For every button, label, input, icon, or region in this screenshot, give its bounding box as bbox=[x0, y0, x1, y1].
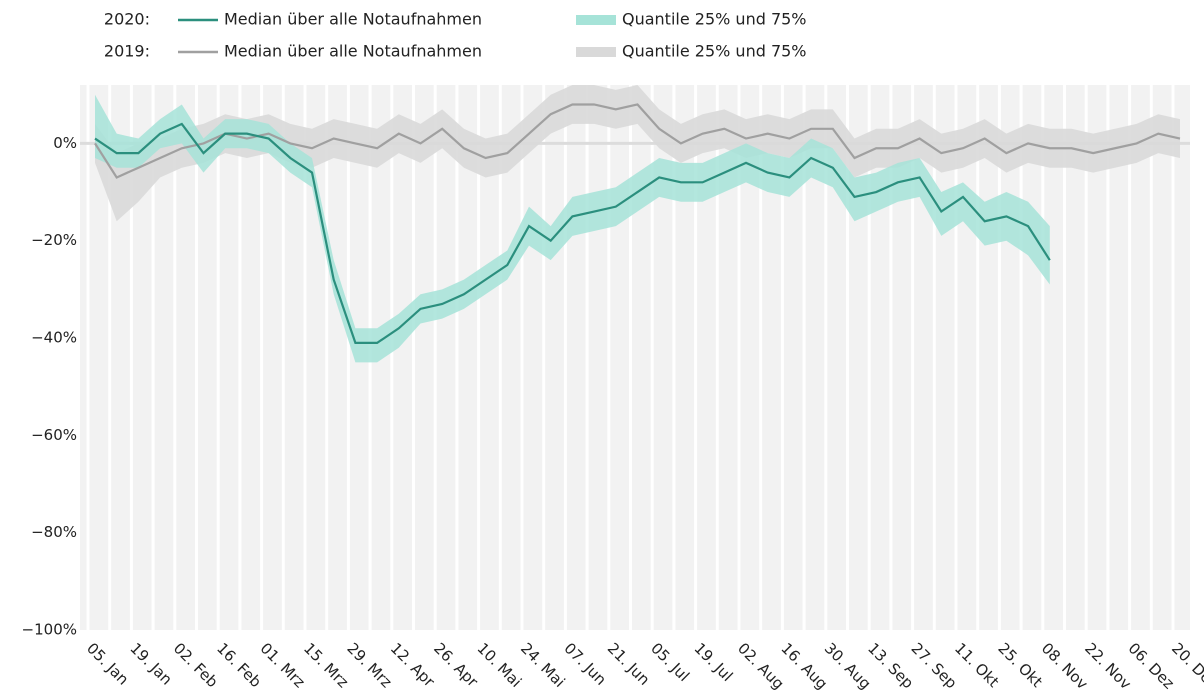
plot-background bbox=[80, 85, 1190, 630]
legend-label: Quantile 25% und 75% bbox=[622, 10, 807, 29]
x-tick-label: 25. Okt bbox=[994, 639, 1046, 691]
x-tick-label: 16. Feb bbox=[213, 639, 265, 691]
x-tick-label: 19. Jan bbox=[126, 639, 175, 688]
x-tick-label: 19. Jul bbox=[691, 639, 737, 685]
legend-group-label: 2019: bbox=[104, 42, 150, 61]
x-tick-label: 26. Apr bbox=[430, 639, 482, 691]
quantile-band bbox=[95, 94, 1050, 363]
x-tick-label: 05. Jan bbox=[83, 639, 132, 688]
x-tick-label: 27. Sep bbox=[908, 639, 961, 692]
legend-label: Median über alle Notaufnahmen bbox=[224, 10, 482, 29]
x-tick-label: 05. Jul bbox=[647, 639, 693, 685]
y-tick-label: −40% bbox=[31, 329, 77, 347]
x-tick-label: 16. Aug bbox=[777, 639, 831, 693]
median-line bbox=[94, 122, 1051, 345]
legend-label: Quantile 25% und 75% bbox=[622, 42, 807, 61]
median-line bbox=[94, 103, 1181, 179]
y-tick-label: 0% bbox=[53, 134, 77, 152]
y-tick-label: −100% bbox=[22, 621, 77, 639]
quantile-band bbox=[95, 85, 1180, 222]
plot-area bbox=[94, 85, 1181, 363]
x-tick-label: 02. Feb bbox=[170, 639, 222, 691]
x-tick-label: 30. Aug bbox=[821, 639, 875, 693]
x-tick-label: 15. Mrz bbox=[300, 639, 352, 691]
legend-band-swatch bbox=[576, 47, 616, 57]
legend-label: Median über alle Notaufnahmen bbox=[224, 42, 482, 61]
x-tick-label: 02. Aug bbox=[734, 639, 788, 693]
x-tick-label: 07. Jun bbox=[560, 639, 610, 689]
legend-group-label: 2020: bbox=[104, 10, 150, 29]
x-tick-label: 01. Mrz bbox=[257, 639, 309, 691]
x-tick-label: 24. Mai bbox=[517, 639, 569, 691]
y-tick-label: −60% bbox=[31, 426, 77, 444]
x-tick-label: 13. Sep bbox=[864, 639, 917, 692]
legend-band-swatch bbox=[576, 15, 616, 25]
y-tick-label: −20% bbox=[31, 231, 77, 249]
x-tick-label: 29. Mrz bbox=[343, 639, 395, 691]
y-tick-label: −80% bbox=[31, 523, 77, 541]
x-tick-label: 08. Nov bbox=[1038, 639, 1092, 693]
x-tick-label: 12. Apr bbox=[387, 639, 439, 691]
x-tick-label: 21. Jun bbox=[604, 639, 654, 689]
x-tick-label: 11. Okt bbox=[951, 639, 1003, 691]
x-tick-label: 22. Nov bbox=[1081, 639, 1135, 693]
x-tick-label: 20. Dez bbox=[1168, 639, 1204, 692]
x-tick-label: 06. Dez bbox=[1125, 639, 1178, 692]
x-tick-label: 10. Mai bbox=[474, 639, 526, 691]
